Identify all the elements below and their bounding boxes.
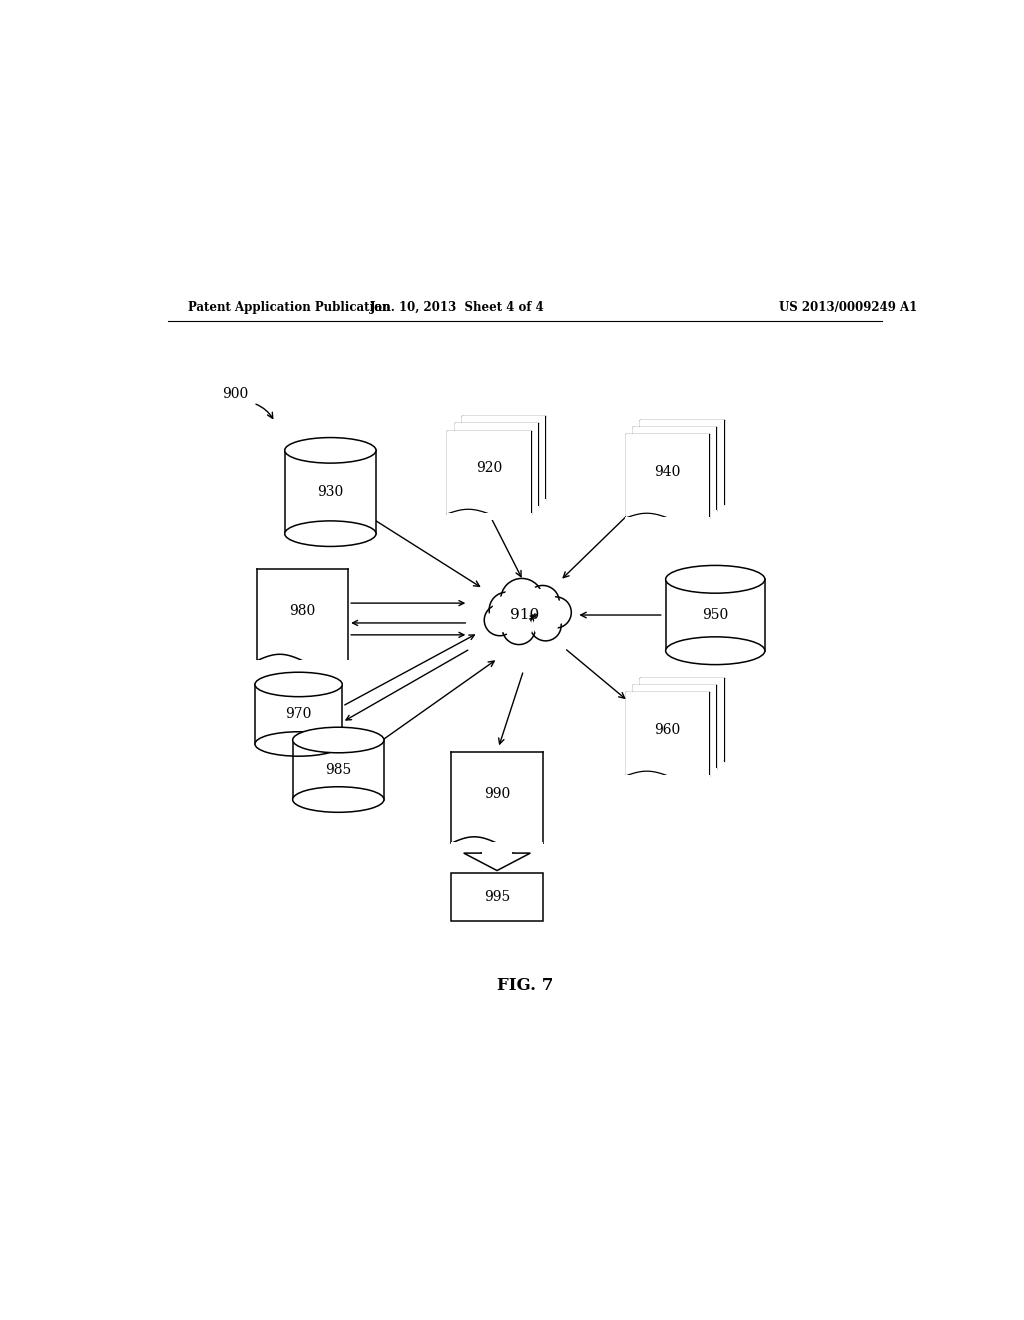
Bar (255, 685, 342, 744)
Text: 985: 985 (326, 763, 351, 776)
Circle shape (489, 593, 524, 627)
Text: 940: 940 (654, 465, 681, 479)
Text: 960: 960 (654, 723, 681, 737)
Ellipse shape (666, 636, 765, 664)
Bar (640, 678, 724, 762)
Circle shape (526, 586, 559, 619)
Bar (626, 693, 710, 776)
Bar (454, 506, 539, 513)
Bar (633, 428, 717, 511)
Circle shape (502, 611, 536, 644)
Bar (633, 510, 717, 517)
Bar (452, 752, 543, 843)
Text: Jan. 10, 2013  Sheet 4 of 4: Jan. 10, 2013 Sheet 4 of 4 (370, 301, 545, 314)
Circle shape (534, 612, 558, 638)
Bar (451, 842, 544, 851)
Bar (256, 660, 349, 669)
Circle shape (484, 605, 515, 636)
Bar (633, 768, 717, 775)
Text: 900: 900 (221, 387, 248, 401)
Bar (666, 579, 765, 651)
Bar (633, 685, 717, 768)
Ellipse shape (293, 787, 384, 812)
Bar (626, 775, 710, 781)
Text: FIG. 7: FIG. 7 (497, 977, 553, 994)
Circle shape (530, 610, 561, 642)
Bar (452, 873, 543, 920)
Ellipse shape (255, 672, 342, 697)
Text: US 2013/0009249 A1: US 2013/0009249 A1 (778, 301, 918, 314)
Text: 930: 930 (317, 484, 343, 499)
Ellipse shape (666, 565, 765, 593)
Text: 920: 920 (476, 461, 502, 475)
Ellipse shape (285, 437, 376, 463)
Bar (257, 569, 348, 660)
Bar (640, 420, 724, 503)
Bar (455, 424, 538, 507)
Ellipse shape (293, 727, 384, 752)
Polygon shape (464, 846, 530, 871)
Circle shape (501, 578, 543, 620)
Circle shape (544, 601, 568, 624)
Ellipse shape (285, 521, 376, 546)
Text: 970: 970 (286, 708, 312, 721)
Bar (447, 430, 530, 513)
Bar (293, 741, 384, 800)
Circle shape (506, 614, 532, 642)
Text: Patent Application Publication: Patent Application Publication (187, 301, 390, 314)
Bar (626, 434, 710, 517)
Bar (461, 499, 546, 506)
Bar (639, 503, 724, 510)
Bar (639, 760, 724, 768)
Bar (285, 450, 376, 533)
Circle shape (541, 597, 571, 628)
Ellipse shape (255, 731, 342, 756)
Text: 910: 910 (510, 609, 540, 622)
Text: 950: 950 (702, 609, 728, 622)
Circle shape (487, 607, 512, 632)
Circle shape (504, 582, 540, 618)
Bar (446, 513, 531, 520)
Text: 980: 980 (290, 605, 315, 618)
Bar (626, 517, 710, 524)
Text: 990: 990 (484, 787, 510, 800)
Bar (462, 416, 545, 499)
Circle shape (529, 589, 556, 615)
Circle shape (493, 595, 521, 624)
Text: 995: 995 (484, 890, 510, 904)
